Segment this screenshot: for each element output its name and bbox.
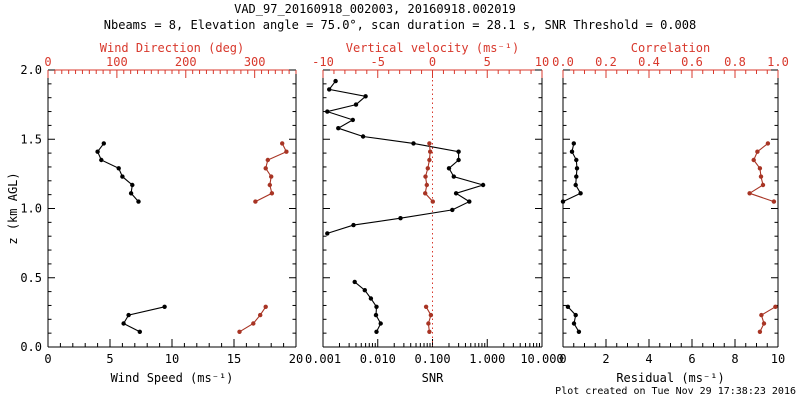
series-wind-direction: [237, 141, 289, 334]
svg-text:200: 200: [175, 55, 197, 69]
svg-text:1.5: 1.5: [20, 132, 42, 146]
svg-text:0.100: 0.100: [414, 352, 450, 366]
top-axis-residual: 0.0 0.2 0.4 0.6 0.8 1.0 Correlation: [552, 41, 789, 78]
svg-text:0.010: 0.010: [360, 352, 396, 366]
svg-text:0.001: 0.001: [305, 352, 341, 366]
svg-text:Vertical velocity (ms⁻¹): Vertical velocity (ms⁻¹): [346, 41, 519, 55]
y-ticks-wind: 0.0 0.5 1.0 1.5 2.0: [20, 63, 296, 354]
svg-text:Correlation: Correlation: [631, 41, 710, 55]
svg-text:1.0: 1.0: [767, 55, 789, 69]
svg-text:0: 0: [429, 55, 436, 69]
svg-text:300: 300: [244, 55, 266, 69]
svg-text:0.6: 0.6: [681, 55, 703, 69]
svg-text:-5: -5: [371, 55, 385, 69]
svg-text:0.8: 0.8: [724, 55, 746, 69]
svg-text:0: 0: [44, 55, 51, 69]
bottom-axis-wind: 0 5 10 15 20 Wind Speed (ms⁻¹): [44, 339, 303, 385]
svg-text:z (km AGL): z (km AGL): [6, 172, 20, 244]
svg-text:SNR: SNR: [422, 371, 444, 385]
plot-subtitle: Nbeams = 8, Elevation angle = 75.0°, sca…: [103, 18, 697, 32]
svg-text:6: 6: [688, 352, 695, 366]
svg-text:1.0: 1.0: [20, 202, 42, 216]
svg-text:20: 20: [289, 352, 303, 366]
y-axis-title: z (km AGL): [6, 172, 20, 244]
svg-text:2.0: 2.0: [20, 63, 42, 77]
svg-text:0: 0: [559, 352, 566, 366]
top-axis-snr: -10 -5 0 5 10 Vertical velocity (ms⁻¹): [312, 41, 549, 78]
svg-text:Wind Speed (ms⁻¹): Wind Speed (ms⁻¹): [111, 371, 234, 385]
plot-created-timestamp: Plot created on Tue Nov 29 17:38:23 2016: [555, 386, 796, 397]
series-residual: [560, 141, 583, 334]
series-correlation: [747, 141, 778, 334]
svg-text:10: 10: [771, 352, 785, 366]
svg-text:10.000: 10.000: [520, 352, 563, 366]
series-snr: [325, 78, 486, 334]
svg-text:0.4: 0.4: [638, 55, 660, 69]
svg-text:Wind Direction (deg): Wind Direction (deg): [100, 41, 245, 55]
svg-text:15: 15: [227, 352, 241, 366]
svg-text:10: 10: [165, 352, 179, 366]
y-ticks-residual: [563, 69, 778, 348]
svg-text:2: 2: [602, 352, 609, 366]
svg-text:10: 10: [535, 55, 549, 69]
y-ticks-snr: [323, 69, 542, 348]
svg-text:0.0: 0.0: [20, 340, 42, 354]
panel-residual: 0 2 4 6 8 10 Residual (ms⁻¹) 0.0 0.2 0.4 0.6 0.8 1.0…: [552, 41, 789, 385]
plot-title: VAD_97_20160918_002003, 20160918.002019: [234, 2, 516, 16]
svg-text:0.5: 0.5: [20, 271, 42, 285]
bottom-axis-snr: 0.001 0.010 0.100 1.000 10.000 SNR: [305, 339, 564, 385]
series-wind-speed: [95, 141, 167, 334]
bottom-axis-residual: 0 2 4 6 8 10 Residual (ms⁻¹): [559, 339, 785, 385]
svg-text:0.0: 0.0: [552, 55, 574, 69]
svg-text:5: 5: [106, 352, 113, 366]
svg-text:-10: -10: [312, 55, 334, 69]
svg-text:100: 100: [106, 55, 128, 69]
svg-text:Residual (ms⁻¹): Residual (ms⁻¹): [616, 371, 724, 385]
svg-text:0: 0: [44, 352, 51, 366]
svg-text:1.000: 1.000: [469, 352, 505, 366]
svg-text:8: 8: [731, 352, 738, 366]
series-vertical-velocity: [423, 141, 435, 334]
svg-text:0.2: 0.2: [595, 55, 617, 69]
svg-text:5: 5: [484, 55, 491, 69]
panel-snr: 0.001 0.010 0.100 1.000 10.000 SNR -10 -5 0 5 10 Ve…: [305, 41, 564, 385]
svg-text:4: 4: [645, 352, 652, 366]
